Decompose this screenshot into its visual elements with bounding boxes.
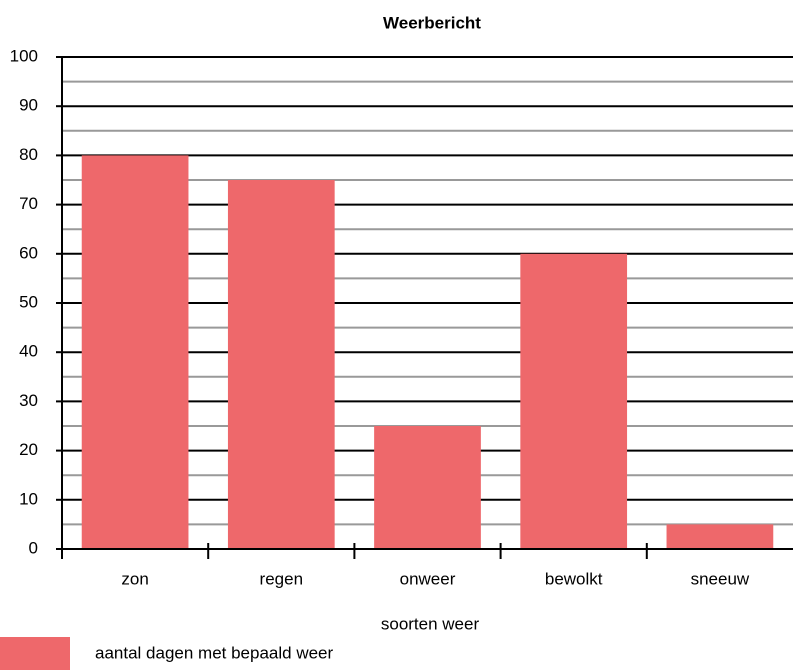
bar [81, 155, 189, 549]
bar [227, 180, 335, 549]
chart-title: Weerbericht [383, 13, 481, 32]
y-tick-label: 100 [10, 46, 38, 65]
y-tick-label: 80 [19, 145, 38, 164]
bar [666, 524, 774, 549]
y-tick-label: 60 [19, 243, 38, 262]
y-tick-label: 10 [19, 489, 38, 508]
bar [374, 426, 481, 549]
y-tick-label: 50 [19, 292, 38, 311]
y-tick-label: 0 [29, 538, 38, 557]
legend-swatch [0, 637, 70, 670]
legend-label: aantal dagen met bepaald weer [95, 643, 334, 662]
bar [520, 253, 628, 550]
y-tick-label: 90 [19, 96, 38, 115]
x-axis-label: soorten weer [381, 614, 480, 633]
x-tick-label: zon [121, 569, 148, 588]
x-tick-label: bewolkt [545, 569, 603, 588]
x-tick-label: sneeuw [691, 569, 750, 588]
y-tick-label: 70 [19, 194, 38, 213]
x-tick-label: regen [260, 569, 303, 588]
y-tick-label: 20 [19, 440, 38, 459]
y-tick-label: 40 [19, 342, 38, 361]
x-tick-label: onweer [400, 569, 456, 588]
y-tick-label: 30 [19, 391, 38, 410]
